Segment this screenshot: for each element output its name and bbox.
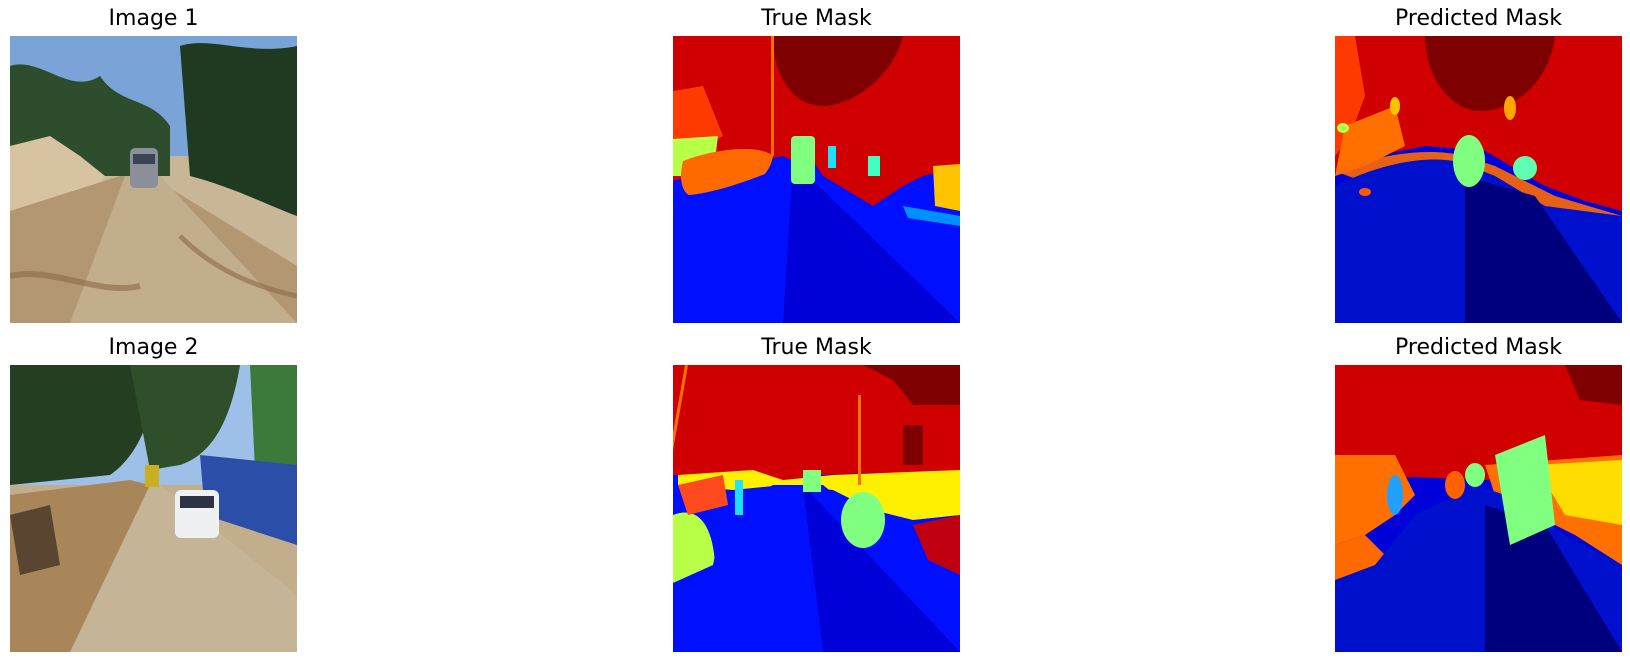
row2-true-mask	[673, 365, 960, 652]
row2-true-mask-title: True Mask	[761, 335, 872, 360]
row2-input-image	[10, 365, 297, 652]
row2-image-title: Image 2	[108, 335, 199, 360]
row1-image-title: Image 1	[108, 6, 199, 31]
row1-predicted-mask	[1335, 36, 1622, 323]
row1-input-image	[10, 36, 297, 323]
row1-true-mask	[673, 36, 960, 323]
row1-predicted-mask-title: Predicted Mask	[1395, 6, 1562, 31]
row1-true-mask-title: True Mask	[761, 6, 872, 31]
row2-predicted-mask-title: Predicted Mask	[1395, 335, 1562, 360]
row2-predicted-mask	[1335, 365, 1622, 652]
